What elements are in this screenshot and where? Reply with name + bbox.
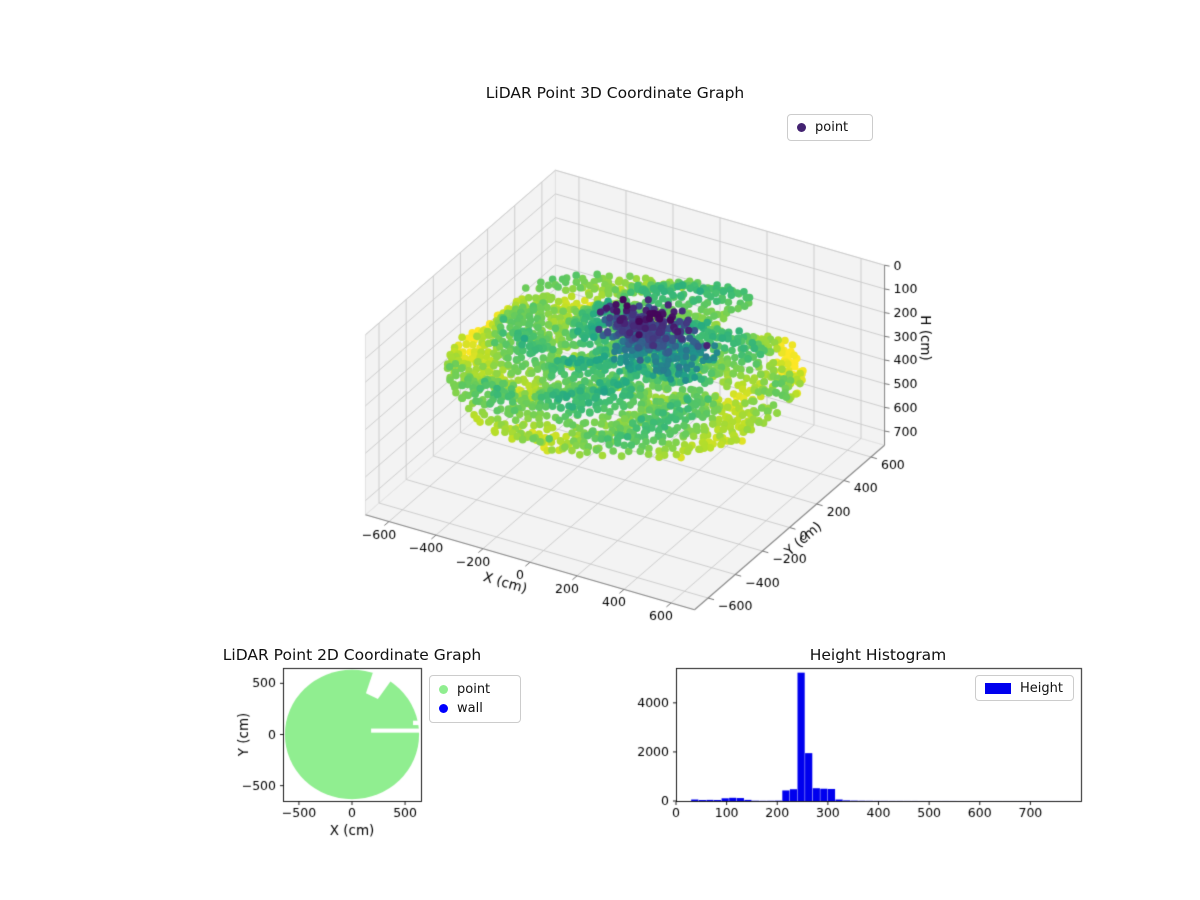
legend-label-wall-2d: wall bbox=[457, 701, 483, 716]
legend-label-point-3d: point bbox=[815, 120, 849, 135]
point-marker-icon bbox=[439, 685, 448, 694]
legend-item-wall-2d: wall bbox=[439, 701, 511, 716]
scatter-point-icon bbox=[797, 123, 806, 132]
legend-hist: Height bbox=[975, 675, 1074, 701]
chart-title-2d: LiDAR Point 2D Coordinate Graph bbox=[222, 646, 482, 664]
chart-title-3d: LiDAR Point 3D Coordinate Graph bbox=[485, 84, 745, 102]
chart-title-hist: Height Histogram bbox=[809, 646, 947, 664]
legend-item-point-2d: point bbox=[439, 682, 511, 697]
legend-label-height: Height bbox=[1020, 680, 1063, 696]
height-patch-icon bbox=[985, 682, 1011, 694]
legend-item-point-3d: point bbox=[797, 120, 863, 135]
legend-item-height: Height bbox=[985, 681, 1064, 696]
legend-3d: point bbox=[787, 114, 873, 141]
legend-2d: point wall bbox=[429, 675, 521, 723]
wall-marker-icon bbox=[439, 704, 448, 713]
legend-label-point-2d: point bbox=[457, 682, 491, 697]
